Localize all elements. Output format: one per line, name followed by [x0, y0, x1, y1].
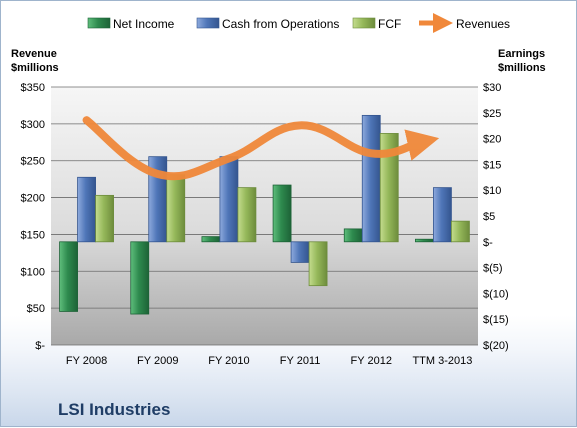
fcf-bar [309, 242, 327, 286]
category-label: FY 2011 [280, 355, 321, 367]
left-axis-title-line2: $millions [11, 62, 59, 74]
net-income-bar [202, 237, 220, 242]
net-income-bar [344, 229, 362, 242]
right-axis-tick-label: $(5) [483, 263, 503, 275]
right-axis-tick-label: $10 [483, 185, 501, 197]
right-axis-tick-label: $(10) [483, 288, 509, 300]
right-axis-tick-label: $15 [483, 159, 501, 171]
legend-label-net-income: Net Income [113, 17, 175, 31]
legend-label-cash-from-operations: Cash from Operations [222, 17, 339, 31]
right-axis-tick-label: $30 [483, 82, 501, 94]
fcf-bar [167, 175, 185, 242]
category-label: FY 2009 [137, 355, 178, 367]
left-axis-tick-label: $200 [21, 193, 45, 205]
cash-from-operations-bar [78, 177, 96, 242]
legend-swatch-net-income [88, 18, 110, 28]
plot-area [51, 87, 478, 345]
right-axis-tick-label: $5 [483, 211, 495, 223]
net-income-bar [273, 185, 291, 242]
left-axis-tick-label: $- [35, 340, 45, 352]
left-axis-tick-label: $100 [21, 266, 45, 278]
legend-swatch-cash-from-operations [197, 18, 219, 28]
legend-swatch-fcf [353, 18, 375, 28]
fcf-bar [238, 188, 256, 242]
right-axis-title-line1: Earnings [498, 48, 545, 60]
left-axis-tick-label: $350 [21, 82, 45, 94]
fcf-bar [451, 221, 469, 242]
net-income-bar [415, 239, 433, 242]
cash-from-operations-bar [362, 115, 380, 241]
right-axis-tick-label: $- [483, 237, 493, 249]
legend-label-revenues: Revenues [456, 17, 510, 31]
left-axis-tick-label: $150 [21, 229, 45, 241]
chart-title: LSI Industries [58, 400, 170, 419]
right-axis-title-line2: $millions [498, 62, 546, 74]
right-axis-ticks: $(20) $(15) $(10) $(5) $- $5 $10 $15 $20 $25 $30 [483, 82, 509, 352]
category-label: FY 2008 [66, 355, 107, 367]
cash-from-operations-bar [433, 188, 451, 242]
left-axis-tick-label: $250 [21, 156, 45, 168]
net-income-bar [60, 242, 78, 312]
category-label: FY 2010 [208, 355, 249, 367]
fcf-bar [96, 195, 114, 241]
cash-from-operations-bar [220, 157, 238, 242]
legend-label-fcf: FCF [378, 17, 401, 31]
right-axis-tick-label: $20 [483, 134, 501, 146]
category-label: FY 2012 [351, 355, 392, 367]
cash-from-operations-bar [291, 242, 309, 263]
left-axis-tick-label: $300 [21, 119, 45, 131]
left-axis-title-line1: Revenue [11, 48, 57, 60]
net-income-bar [131, 242, 149, 314]
left-axis-ticks: $- $50 $100 $150 $200 $250 $300 $350 [21, 82, 46, 352]
category-labels: FY 2008 FY 2009 FY 2010 FY 2011 FY 2012 TTM 3… [66, 355, 472, 367]
category-label: TTM 3-2013 [412, 355, 472, 367]
legend: Net Income Cash from Operations FCF Reve… [88, 17, 510, 31]
right-axis-tick-label: $(20) [483, 340, 509, 352]
right-axis-tick-label: $25 [483, 108, 501, 120]
right-axis-tick-label: $(15) [483, 314, 509, 326]
left-axis-tick-label: $50 [27, 303, 45, 315]
